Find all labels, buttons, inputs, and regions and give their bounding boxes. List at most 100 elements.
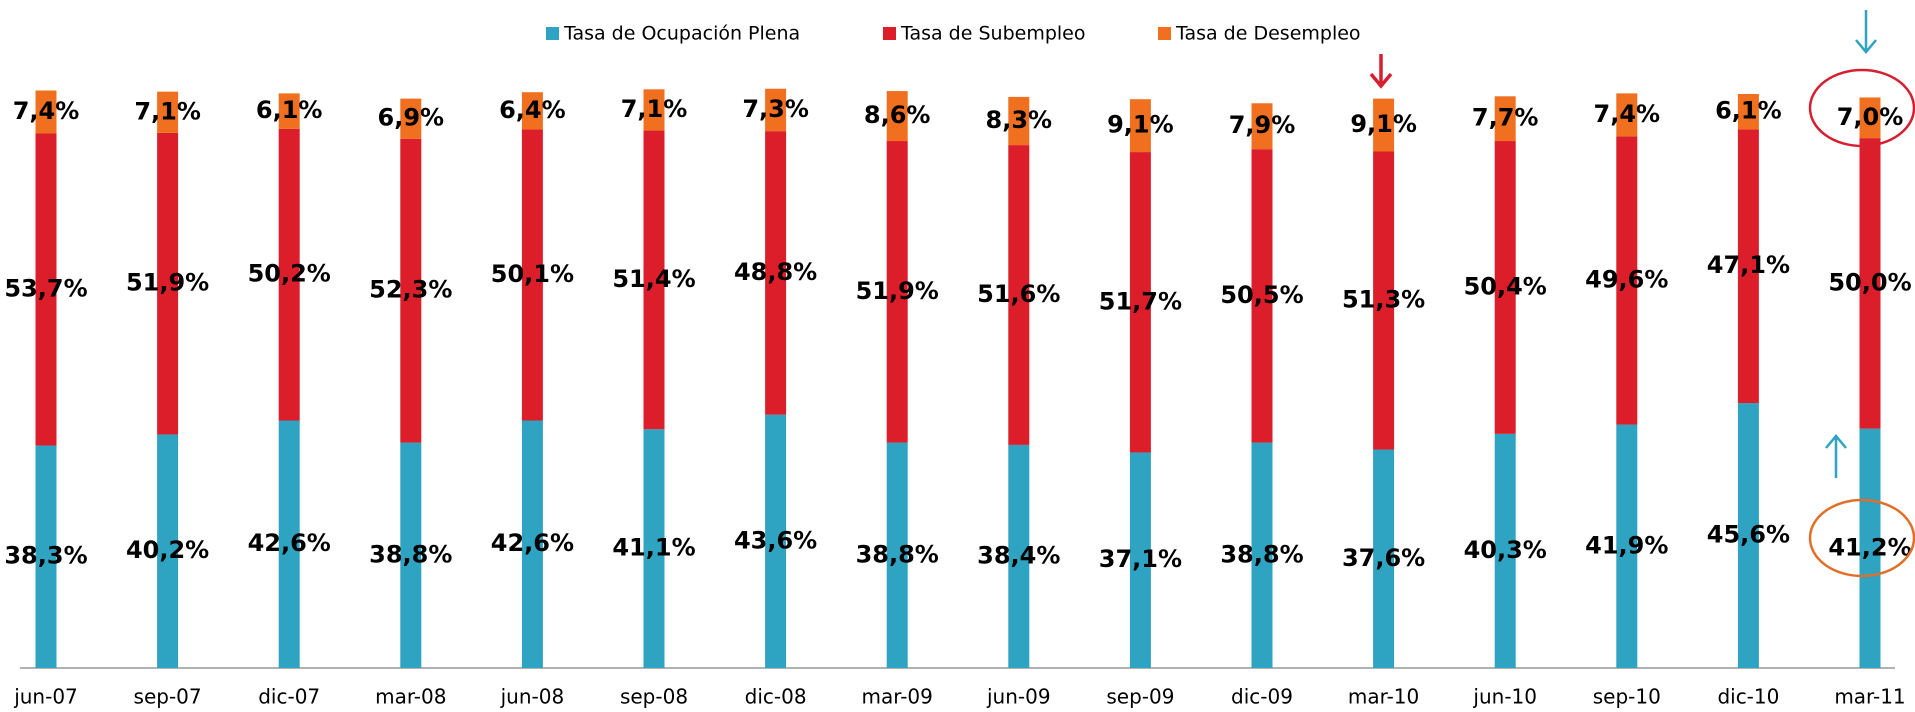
data-label: 50,4% [1464,272,1547,300]
legend-swatch [883,27,896,40]
bar-segment [643,429,665,668]
bar-segment [157,434,179,668]
bar-segment [765,88,787,132]
data-label: 45,6% [1707,521,1790,549]
data-label: 51,4% [612,265,695,293]
data-label: 6,1% [256,96,323,124]
annotations [1369,10,1915,578]
data-label: 40,3% [1464,536,1547,564]
data-label: 7,1% [134,97,201,125]
x-tick-label: sep-09 [1106,685,1174,709]
bar-segment [765,414,787,668]
bar-segment [35,90,57,134]
bar-segment [278,93,300,129]
x-tick-label: mar-08 [375,685,446,709]
arrow-down [1855,10,1877,54]
data-label: 38,8% [1220,540,1303,568]
data-label: 7,3% [742,95,809,123]
data-label: 43,6% [734,526,817,554]
data-label: 50,0% [1828,268,1911,296]
data-label: 7,7% [1472,104,1539,132]
bar-segment [1008,444,1030,668]
arrow-down [1369,54,1393,89]
bar-segment [1737,129,1759,404]
legend-label: Tasa de Subempleo [900,23,1086,45]
data-label: 41,1% [612,534,695,562]
x-tick-label: dic-09 [1231,685,1293,709]
data-label: 6,9% [378,104,445,132]
bar-segment [1616,136,1638,425]
data-label: 50,2% [248,260,331,288]
data-label: 6,1% [1715,97,1782,125]
x-tick-label: mar-09 [862,685,933,709]
data-label: 42,6% [491,529,574,557]
data-label: 38,8% [856,540,939,568]
bar-segment [35,445,57,668]
data-label: 7,1% [621,95,688,123]
bar-segment [1008,96,1030,146]
data-label: 9,1% [1107,111,1174,139]
data-label: 7,4% [13,97,80,125]
bar-segment [1251,442,1273,668]
bar-segment [157,91,179,133]
legend-swatch [546,27,559,40]
bar-segment [1251,103,1273,150]
data-label: 49,6% [1585,265,1668,293]
bar-segment [1129,152,1151,453]
data-label: 52,3% [369,276,452,304]
bar-segment [1129,99,1151,153]
x-tick-label: mar-10 [1348,685,1419,709]
x-tick-label: sep-08 [620,685,688,709]
bar-segment [643,89,665,131]
bar-segment [521,129,543,421]
bar-segment [400,138,422,443]
bar-segment [1373,98,1395,152]
data-label: 37,6% [1342,544,1425,572]
bar-segment [765,131,787,415]
data-label: 53,7% [4,274,87,302]
x-tick-label: sep-10 [1593,685,1661,709]
highlight-circle [1808,498,1915,578]
data-label: 8,3% [986,106,1053,134]
data-label: 51,3% [1342,286,1425,314]
x-tick-label: jun-07 [13,685,78,709]
x-tick-label: dic-08 [745,685,807,709]
arrow-up [1825,434,1847,478]
bar-segment [1494,433,1516,668]
bar-segment [1251,149,1273,443]
x-tick-label: jun-10 [1472,685,1537,709]
bar-segment [1737,93,1759,130]
bar-segment [1373,151,1395,450]
x-tick-label: sep-07 [134,685,202,709]
data-label: 41,9% [1585,531,1668,559]
data-label: 51,9% [126,269,209,297]
legend-label: Tasa de Ocupación Plena [563,23,800,45]
bar-segment [1859,97,1881,139]
bar-segment [1494,96,1516,142]
bar-segment [35,133,57,446]
bar-segment [1859,138,1881,429]
bar-segment [1859,428,1881,668]
x-tick-label: dic-07 [258,685,320,709]
data-label: 50,5% [1220,281,1303,309]
bar-segment [1737,403,1759,668]
x-tick-label: dic-10 [1717,685,1779,709]
x-tick-label: jun-08 [500,685,565,709]
data-label: 8,6% [864,101,931,129]
data-label: 38,4% [977,541,1060,569]
data-label: 38,3% [4,542,87,570]
data-label: 6,4% [499,96,566,124]
bar-segment [278,420,300,668]
bar-segment [643,130,665,430]
data-label: 37,1% [1099,545,1182,573]
data-label: 51,9% [856,277,939,305]
x-tick-label: mar-11 [1834,685,1905,709]
x-tick-label: jun-09 [986,685,1051,709]
bar-segment [278,128,300,421]
bar-segment [886,91,908,142]
data-label: 9,1% [1350,110,1417,138]
data-label: 47,1% [1707,251,1790,279]
data-label: 7,0% [1837,103,1904,131]
